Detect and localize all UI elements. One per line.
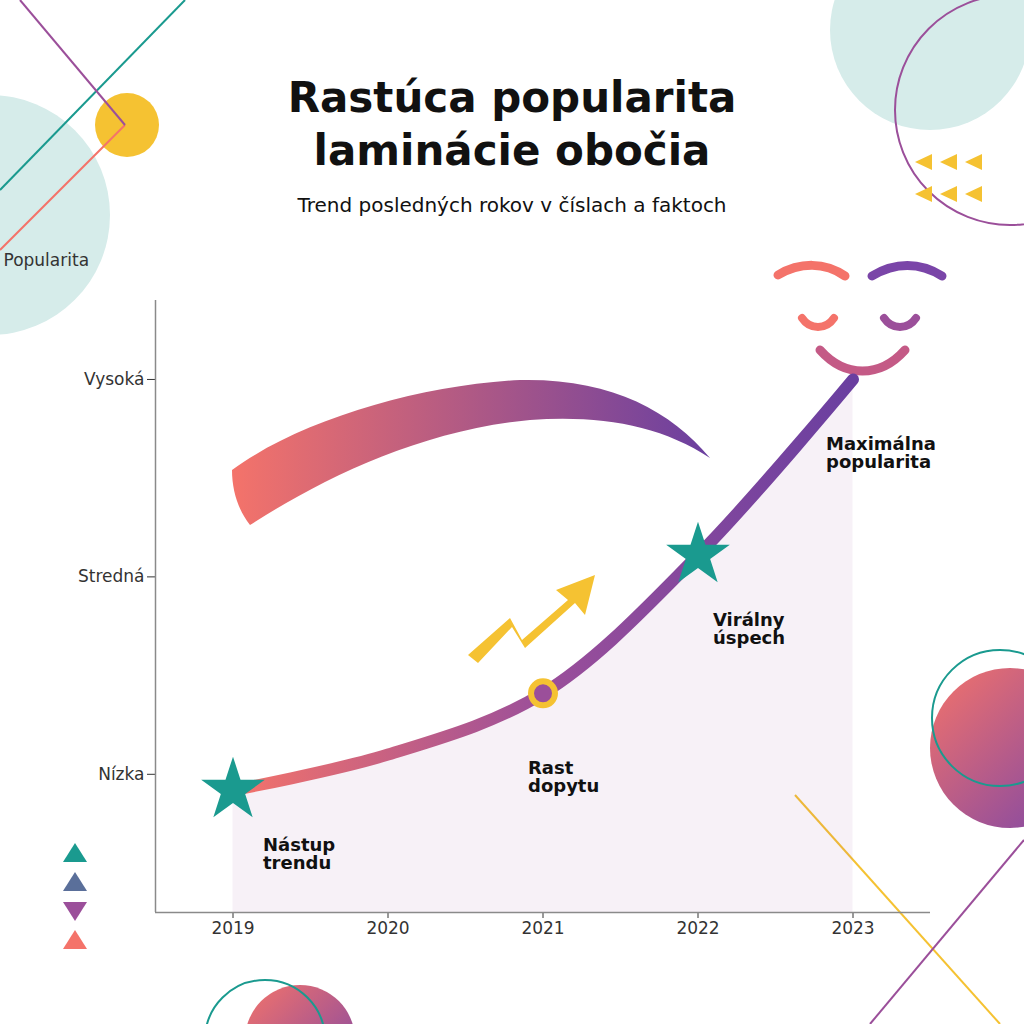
svg-text:Virálnyúspech: Virálnyúspech: [713, 609, 785, 648]
html-text:Trend posledných rokov v čísla: Trend posledných rokov v číslach a fakto…: [297, 193, 727, 217]
html-text:Rastúca popularita laminácie o: Rastúca popularita laminácie obočia: [287, 73, 737, 175]
svg-text:Stredná: Stredná: [78, 566, 145, 586]
svg-text:Vysoká: Vysoká: [84, 369, 144, 389]
svg-text:2021: 2021: [521, 918, 564, 938]
svg-text:Nízka: Nízka: [98, 764, 144, 784]
svg-text:Nástuptrendu: Nástuptrendu: [263, 834, 335, 873]
svg-text:2019: 2019: [211, 918, 254, 938]
svg-text:2022: 2022: [676, 918, 719, 938]
svg-text:Rastdopytu: Rastdopytu: [528, 757, 599, 796]
svg-text:2020: 2020: [366, 918, 409, 938]
svg-text:Maximálnapopularita: Maximálnapopularita: [826, 433, 936, 472]
svg-text:Popularita: Popularita: [4, 250, 90, 270]
svg-text:2023: 2023: [831, 918, 874, 938]
